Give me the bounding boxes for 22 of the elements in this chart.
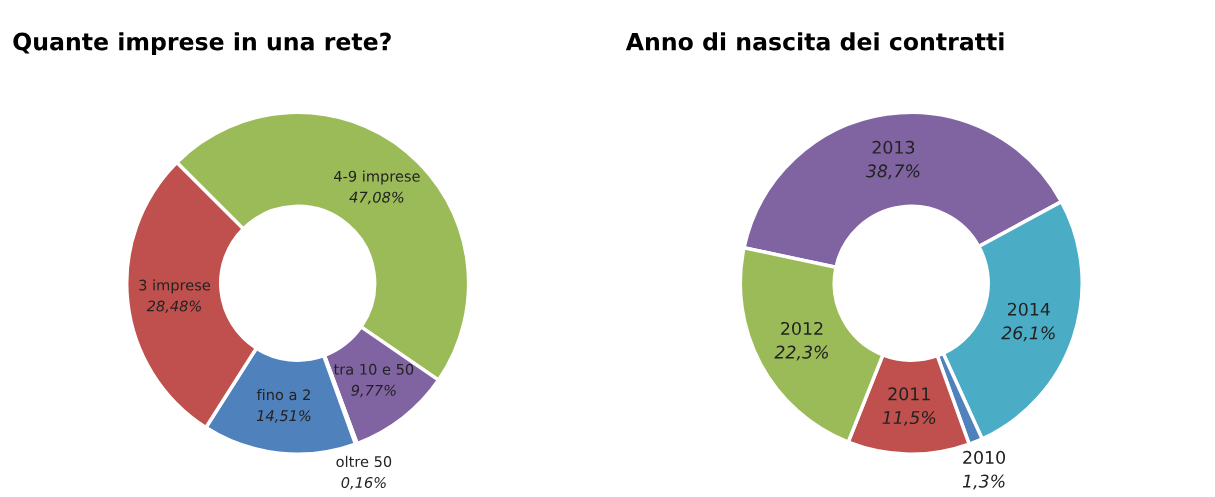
slice-label: 3 imprese [139, 279, 211, 294]
data-label: 47,08% [349, 191, 404, 205]
data-label: 9,77% [351, 384, 396, 398]
slice-label: oltre 50 [336, 455, 392, 468]
slice-label: 2011 [888, 387, 930, 401]
slice-label: fino a 2 [256, 388, 310, 401]
data-label: 11,5% [882, 410, 936, 426]
data-label: 38,7% [865, 164, 920, 180]
chart-title: Quante imprese in una rete? [13, 32, 391, 56]
slice-label: 4-9 imprese [334, 170, 420, 185]
slice-label: tra 10 e 50 [333, 363, 414, 375]
slice-label: 2014 [1007, 302, 1050, 316]
data-label: 0,16% [341, 477, 386, 490]
data-label: 26,1% [1001, 326, 1055, 342]
data-label: 1,3% [962, 474, 1005, 490]
slice-label: 2013 [872, 140, 915, 154]
slice-label: 2010 [963, 450, 1006, 464]
data-label: 22,3% [774, 345, 828, 361]
data-label: 14,51% [256, 410, 311, 423]
slice-label: 2012 [781, 321, 823, 336]
chart-title: Anno di nascita dei contratti [625, 32, 1004, 51]
data-label: 28,48% [146, 300, 201, 314]
